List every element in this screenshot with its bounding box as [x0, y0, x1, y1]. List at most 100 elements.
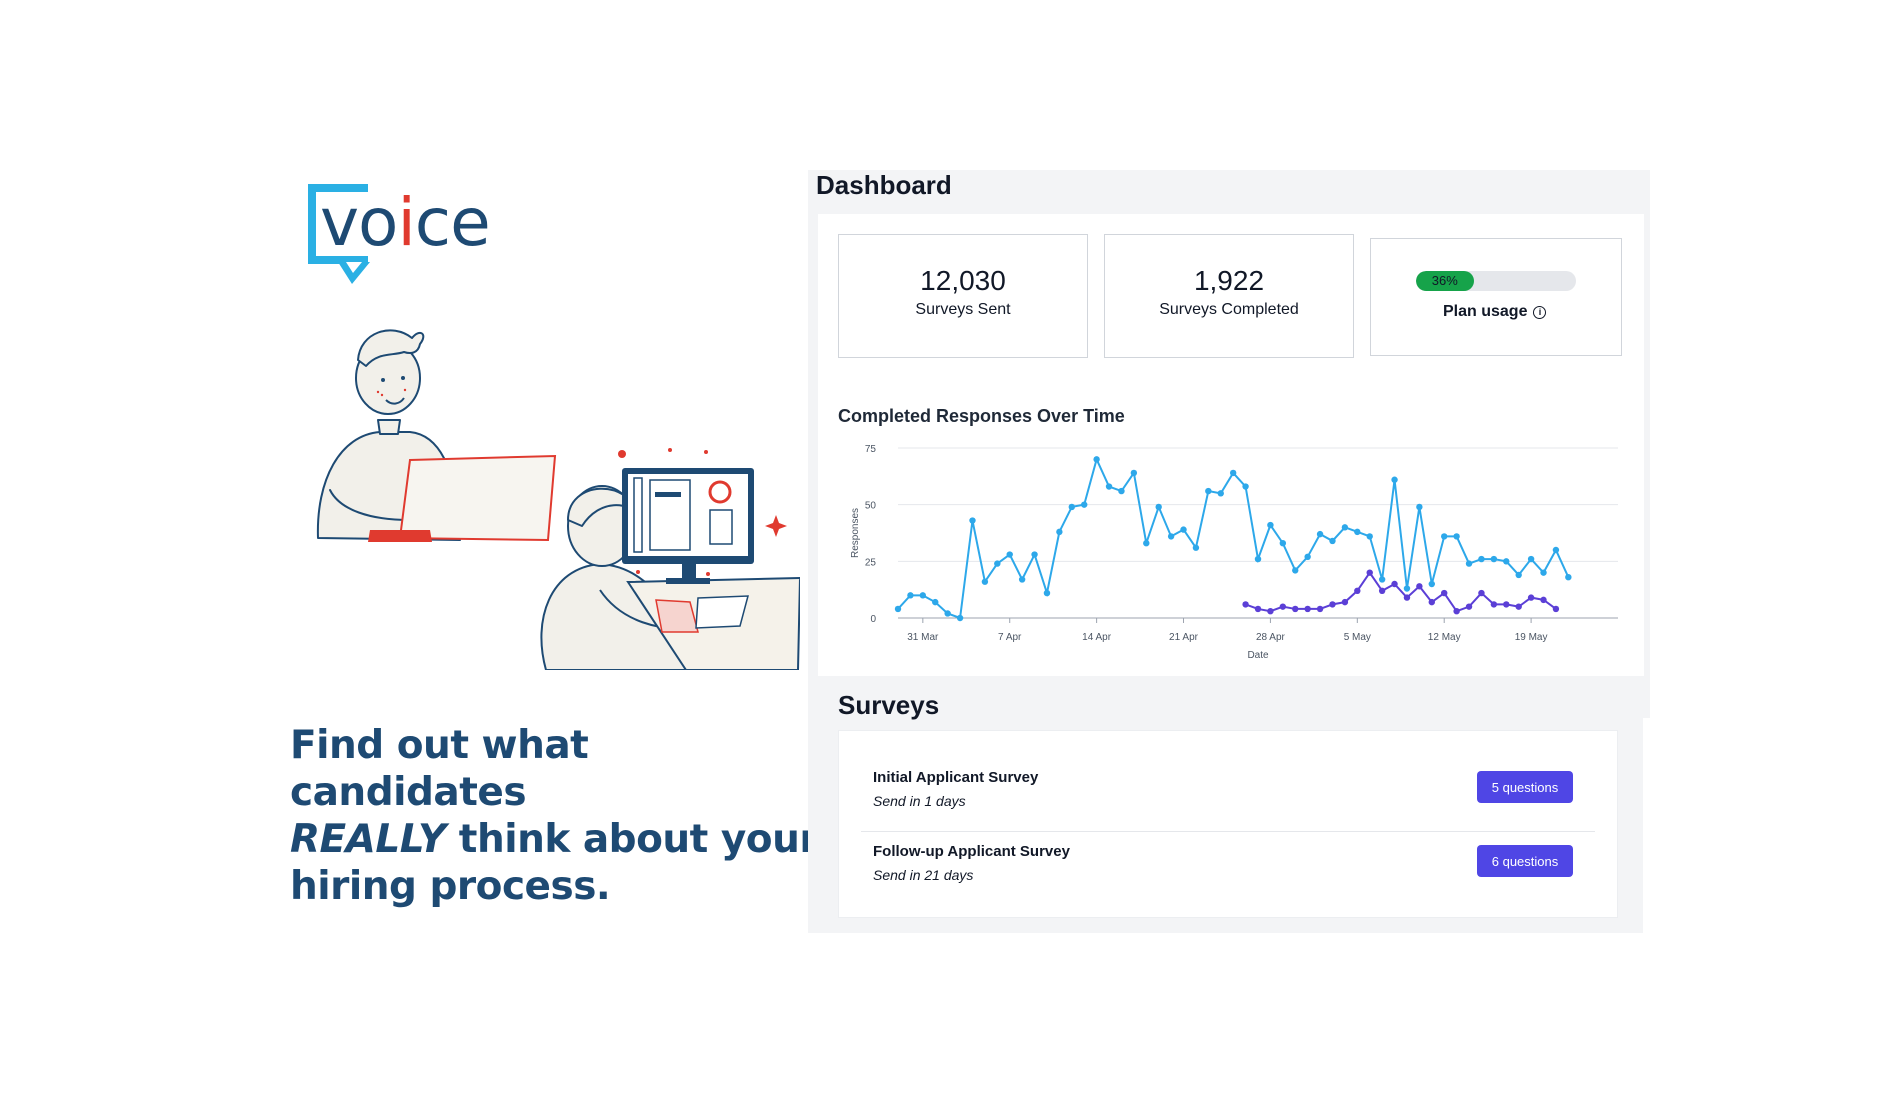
people-at-computers-illustration [316, 329, 800, 670]
data-point [1192, 544, 1200, 551]
data-point [1341, 598, 1349, 606]
data-point [1006, 551, 1013, 558]
x-tick-label: 28 Apr [1256, 632, 1286, 643]
data-point [1478, 555, 1485, 563]
survey-schedule: Send in 1 days [873, 793, 966, 809]
survey-item[interactable]: Initial Applicant Survey Send in 1 days … [861, 759, 1595, 832]
data-point [1527, 594, 1535, 601]
marketing-headline: Find out what candidates REALLY think ab… [290, 723, 819, 909]
plan-usage-progress-bar: 36% [1416, 271, 1576, 291]
data-point [1056, 528, 1063, 536]
data-point [1254, 555, 1262, 563]
data-point [1565, 574, 1572, 581]
series-line [897, 456, 1570, 620]
data-point [1130, 469, 1138, 477]
surveys-sent-value: 12,030 [920, 265, 1006, 296]
info-icon[interactable]: i [1533, 306, 1547, 319]
data-point [1018, 576, 1026, 583]
data-point [1217, 490, 1224, 497]
data-point [1304, 553, 1311, 560]
data-point [1515, 603, 1522, 610]
data-point [994, 560, 1001, 567]
data-point [1167, 533, 1175, 540]
data-point [1118, 487, 1125, 495]
survey-name: Follow-up Applicant Survey [873, 843, 1070, 860]
surveys-sent-label: Surveys Sent [915, 301, 1011, 318]
survey-schedule: Send in 21 days [873, 867, 974, 883]
data-point [1441, 589, 1448, 597]
data-point [1031, 551, 1038, 558]
x-tick-label: 21 Apr [1169, 632, 1199, 643]
data-point [932, 598, 939, 606]
data-point [981, 578, 989, 585]
data-point [1441, 533, 1448, 540]
plan-usage-progress-fill: 36% [1416, 271, 1474, 291]
data-point [1490, 555, 1498, 563]
data-point [1378, 587, 1386, 594]
data-point [1316, 530, 1324, 538]
data-point [1552, 605, 1560, 613]
data-point [894, 605, 902, 613]
data-point [1329, 601, 1336, 608]
y-tick-label: 0 [870, 614, 876, 625]
questions-button[interactable]: 5 questions [1477, 771, 1573, 803]
x-axis-label: Date [1247, 650, 1269, 661]
plan-usage-card: 36% Plan usage i [1370, 238, 1622, 356]
data-point [1329, 537, 1336, 545]
data-point [919, 592, 927, 599]
data-point [1267, 608, 1274, 615]
data-point [1428, 580, 1435, 588]
data-point [1292, 605, 1299, 613]
data-point [1503, 601, 1510, 608]
logo-wordmark: voice [320, 184, 491, 261]
survey-item[interactable]: Follow-up Applicant Survey Send in 21 da… [861, 833, 1595, 905]
y-tick-label: 75 [865, 444, 877, 455]
surveys-sent-stat: 12,030 Surveys Sent [838, 234, 1088, 358]
data-point [1279, 540, 1287, 547]
data-point [1515, 571, 1522, 579]
data-point [1354, 587, 1361, 594]
surveys-list: Initial Applicant Survey Send in 1 days … [838, 730, 1618, 918]
data-point [1503, 558, 1510, 565]
x-tick-label: 19 May [1515, 632, 1548, 643]
data-point [1354, 528, 1361, 536]
surveys-title: Surveys [838, 690, 940, 720]
data-point [1068, 503, 1075, 511]
data-point [1490, 601, 1498, 608]
data-point [956, 614, 964, 622]
data-point [1242, 601, 1249, 608]
y-tick-label: 50 [865, 501, 877, 512]
data-point [1229, 469, 1237, 477]
data-point [1341, 524, 1349, 531]
surveys-completed-label: Surveys Completed [1159, 301, 1299, 318]
speech-bubble-icon [308, 184, 368, 264]
data-point [1180, 526, 1187, 533]
data-point [1465, 603, 1473, 610]
voice-logo: voice [302, 178, 542, 288]
data-point [1428, 598, 1435, 606]
responses-line-chart: 0 25 50 75 31 Mar 7 Apr 14 Apr 21 Apr 28 Apr 5 Ma… [850, 444, 1618, 661]
y-axis-label: Responses [850, 508, 861, 558]
plan-usage-label: Plan usage i [1443, 303, 1547, 321]
data-point [1279, 603, 1287, 610]
data-point [1391, 476, 1398, 483]
x-tick-label: 5 May [1344, 632, 1371, 643]
data-point [907, 592, 914, 599]
data-point [1416, 583, 1423, 590]
data-point [1540, 596, 1547, 604]
y-tick-label: 25 [865, 557, 877, 568]
chart-title: Completed Responses Over Time [838, 406, 1125, 426]
data-point [1316, 605, 1324, 613]
data-point [944, 610, 951, 617]
data-point [1416, 503, 1423, 511]
data-point [1378, 576, 1386, 583]
data-point [1527, 555, 1535, 563]
data-point [1453, 608, 1460, 615]
data-point [1366, 569, 1373, 576]
questions-button[interactable]: 6 questions [1477, 845, 1573, 877]
data-point [1093, 456, 1100, 463]
data-point [1254, 605, 1262, 613]
data-point [1540, 569, 1547, 576]
data-point [1391, 580, 1398, 588]
x-tick-label: 12 May [1428, 632, 1461, 643]
